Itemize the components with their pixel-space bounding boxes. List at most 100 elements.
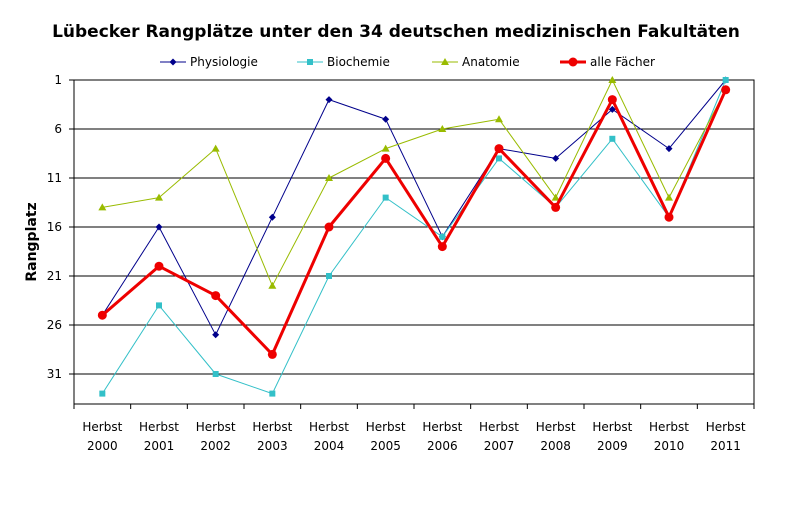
data-point-biochemie xyxy=(609,135,616,142)
data-point-alle-faecher xyxy=(721,85,731,95)
data-point-anatomie xyxy=(381,144,390,152)
data-point-alle-faecher xyxy=(154,261,164,271)
x-tick-label: Herbst xyxy=(592,420,632,434)
series-group xyxy=(97,76,731,397)
chart-title: Lübecker Rangplätze unter den 34 deutsch… xyxy=(52,22,740,42)
data-point-physiologie xyxy=(325,96,333,104)
data-point-alle-faecher xyxy=(267,349,277,359)
legend-label: Biochemie xyxy=(327,55,390,69)
x-tick-label: Herbst xyxy=(706,420,746,434)
legend-entry-physiologie: Physiologie xyxy=(160,55,258,69)
legend-entry-anatomie: Anatomie xyxy=(432,55,520,69)
series-line-physiologie xyxy=(101,79,727,336)
series-line-biochemie xyxy=(101,79,727,395)
y-tick-label: 6 xyxy=(54,122,62,136)
data-point-physiologie xyxy=(155,223,163,231)
data-point-biochemie xyxy=(269,390,276,397)
x-tick-label: 2010 xyxy=(654,439,685,453)
data-point-physiologie xyxy=(552,154,560,162)
x-tick-label: 2005 xyxy=(370,439,401,453)
data-point-anatomie xyxy=(268,281,277,289)
data-point-physiologie xyxy=(212,331,220,339)
x-tick-label: Herbst xyxy=(139,420,179,434)
x-tick-label: Herbst xyxy=(82,420,122,434)
data-point-alle-faecher xyxy=(664,212,674,222)
data-point-alle-faecher xyxy=(494,144,504,154)
data-point-biochemie xyxy=(212,371,219,377)
y-tick-label: 26 xyxy=(47,318,62,332)
data-point-biochemie xyxy=(99,390,106,397)
x-tick-labels: Herbst 2000 Herbst 2001 Herbst 2002 Herbst 2003… xyxy=(82,420,746,453)
data-point-biochemie xyxy=(496,155,502,162)
x-tick-label: 2008 xyxy=(540,439,571,453)
legend-marker xyxy=(568,57,578,67)
data-point-biochemie xyxy=(439,233,446,240)
data-point-anatomie xyxy=(98,203,107,211)
data-point-anatomie xyxy=(155,193,163,201)
x-tick-label: 2001 xyxy=(144,439,175,453)
x-tick-label: 2002 xyxy=(200,439,231,453)
series-alle-faecher xyxy=(97,85,731,359)
y-tick-label: 16 xyxy=(47,220,62,234)
x-tick-label: Herbst xyxy=(366,420,406,434)
y-axis-label: Rangplatz xyxy=(24,202,40,281)
series-physiologie xyxy=(98,76,730,339)
legend-entry-biochemie: Biochemie xyxy=(297,55,390,69)
data-point-anatomie xyxy=(325,174,333,181)
y-tick-label: 31 xyxy=(47,367,62,381)
x-tick-label: 2007 xyxy=(484,439,515,453)
legend-label: Anatomie xyxy=(462,55,520,69)
x-tick-label: Herbst xyxy=(422,420,462,434)
x-tick-label: Herbst xyxy=(479,420,519,434)
data-point-physiologie xyxy=(665,145,673,153)
data-point-anatomie xyxy=(495,115,503,123)
legend-label: Physiologie xyxy=(190,55,258,69)
data-point-anatomie xyxy=(438,125,447,132)
x-tick-label: 2009 xyxy=(597,439,628,453)
data-point-biochemie xyxy=(326,273,332,279)
data-point-anatomie xyxy=(608,76,617,83)
series-anatomie xyxy=(98,76,730,289)
gridlines xyxy=(74,128,754,375)
axes xyxy=(69,79,755,409)
x-tick-label: Herbst xyxy=(536,420,576,434)
series-line-alle-faecher xyxy=(101,89,728,356)
legend-marker xyxy=(441,58,449,65)
legend-entry-alle-faecher: alle Fächer xyxy=(560,55,655,69)
y-tick-label: 11 xyxy=(47,171,62,185)
y-tick-label: 21 xyxy=(47,269,62,283)
x-tick-label: 2000 xyxy=(87,439,118,453)
legend-marker xyxy=(169,58,177,66)
data-point-biochemie xyxy=(156,302,162,309)
legend-label: alle Fächer xyxy=(590,55,655,69)
data-point-anatomie xyxy=(551,193,560,201)
data-point-alle-faecher xyxy=(551,202,561,212)
x-tick-label: 2003 xyxy=(257,439,288,453)
data-point-alle-faecher xyxy=(97,310,107,320)
x-tick-label: 2004 xyxy=(314,439,345,453)
y-tick-label: 1 xyxy=(54,73,62,87)
data-point-physiologie xyxy=(608,105,616,113)
data-point-alle-faecher xyxy=(607,95,617,105)
data-point-alle-faecher xyxy=(211,291,221,301)
legend-marker xyxy=(307,59,313,65)
data-point-physiologie xyxy=(268,213,276,221)
data-point-biochemie xyxy=(722,77,729,83)
x-tick-label: Herbst xyxy=(309,420,349,434)
data-point-biochemie xyxy=(382,194,389,201)
x-tick-label: 2006 xyxy=(427,439,458,453)
data-point-alle-faecher xyxy=(381,153,391,163)
data-point-alle-faecher xyxy=(437,242,447,252)
series-line-anatomie xyxy=(102,79,727,287)
data-point-anatomie xyxy=(665,193,673,201)
x-tick-label: Herbst xyxy=(252,420,292,434)
x-tick-label: 2011 xyxy=(710,439,741,453)
legend: Physiologie Biochemie Anatomie alle Fächer xyxy=(160,55,655,69)
data-point-physiologie xyxy=(382,115,390,123)
x-tick-label: Herbst xyxy=(649,420,689,434)
x-tick-label: Herbst xyxy=(196,420,236,434)
data-point-alle-faecher xyxy=(324,222,334,232)
data-point-anatomie xyxy=(211,144,220,152)
